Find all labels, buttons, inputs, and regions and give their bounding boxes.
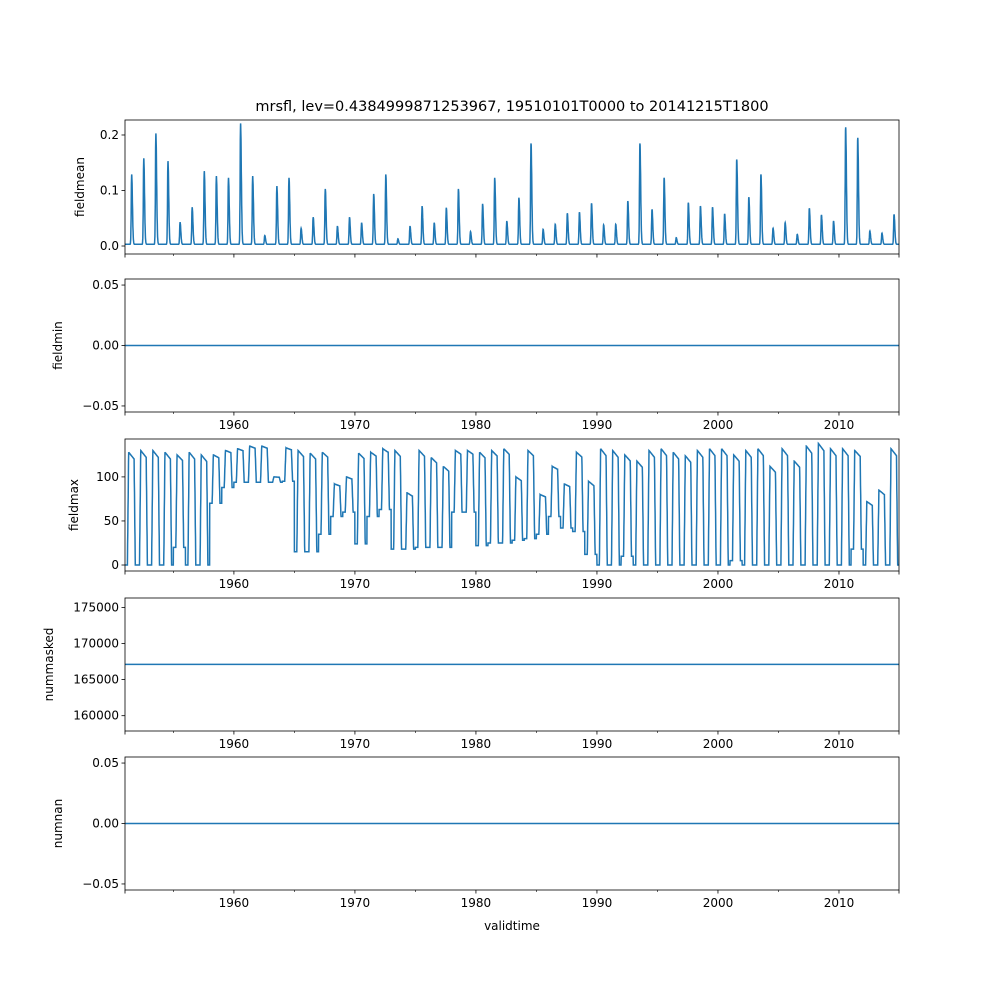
- x-tick-label: 1980: [461, 737, 492, 751]
- x-tick-label: 2010: [824, 418, 855, 432]
- y-axis-label: numnan: [51, 799, 65, 848]
- y-tick-label: 170000: [73, 636, 119, 650]
- y-tick-label: 0.00: [92, 339, 119, 353]
- y-tick-label: 0.1: [100, 183, 119, 197]
- chart-title: mrsfl, lev=0.4384999871253967, 19510101T…: [255, 99, 768, 115]
- y-tick-label: 0.05: [92, 756, 119, 770]
- y-tick-label: 0.2: [100, 128, 119, 142]
- x-tick-label: 2010: [824, 896, 855, 910]
- x-tick-label: 1990: [582, 418, 613, 432]
- x-tick-label: 1960: [219, 577, 250, 591]
- y-axis-label: nummasked: [42, 628, 56, 702]
- series-line-fieldmean: [125, 123, 899, 246]
- x-tick-label: 1960: [219, 737, 250, 751]
- axes-frame: [124, 438, 900, 572]
- y-axis-label: fieldmax: [67, 479, 81, 531]
- panel-fieldmin: −0.05 0.00 0.05 fieldmin 1960 1970 1980 1990 200…: [51, 278, 900, 432]
- y-tick-label: 0.00: [92, 817, 119, 831]
- y-tick-label: 160000: [73, 709, 119, 723]
- panel-fieldmean: 0.0 0.1 0.2 fieldmean: [73, 119, 900, 258]
- y-tick-label: −0.05: [82, 877, 119, 891]
- panel-fieldmax: 0 50 100 fieldmax 1960 1970 1980 1990 2000 2010: [67, 438, 900, 591]
- y-tick-label: 175000: [73, 600, 119, 614]
- x-tick-label: 1990: [582, 577, 613, 591]
- y-tick-label: 0.0: [100, 239, 119, 253]
- x-tick-label: 1970: [340, 418, 371, 432]
- y-axis-label: fieldmin: [51, 321, 65, 370]
- axes-frame: [124, 597, 900, 732]
- x-tick-label: 1970: [340, 737, 371, 751]
- y-tick-label: 0.05: [92, 278, 119, 292]
- x-tick-label: 1990: [582, 896, 613, 910]
- x-tick-label: 2010: [824, 577, 855, 591]
- y-tick-label: 100: [96, 470, 119, 484]
- x-tick-label: 2010: [824, 737, 855, 751]
- x-tick-label: 2000: [703, 737, 734, 751]
- y-tick-label: 0: [111, 558, 119, 572]
- x-tick-label: 2000: [703, 418, 734, 432]
- x-axis-label: validtime: [484, 919, 540, 933]
- x-tick-label: 1990: [582, 737, 613, 751]
- x-tick-label: 1960: [219, 896, 250, 910]
- x-tick-label: 1970: [340, 896, 371, 910]
- y-tick-label: 50: [104, 514, 119, 528]
- x-tick-label: 1960: [219, 418, 250, 432]
- panel-nummasked: 160000 165000 170000 175000 nummasked 1960 197…: [42, 597, 900, 751]
- x-tick-label: 1980: [461, 896, 492, 910]
- x-tick-label: 2000: [703, 577, 734, 591]
- x-tick-label: 2000: [703, 896, 734, 910]
- series-line-fieldmax: [125, 441, 899, 566]
- y-axis-label: fieldmean: [73, 157, 87, 217]
- x-tick-label: 1970: [340, 577, 371, 591]
- axes-frame: [124, 119, 900, 255]
- panel-numnan: −0.05 0.00 0.05 numnan 1960 1970 1980 1990 2000 2…: [51, 756, 900, 910]
- x-tick-label: 1980: [461, 577, 492, 591]
- y-tick-label: −0.05: [82, 399, 119, 413]
- y-tick-label: 165000: [73, 673, 119, 687]
- x-tick-label: 1980: [461, 418, 492, 432]
